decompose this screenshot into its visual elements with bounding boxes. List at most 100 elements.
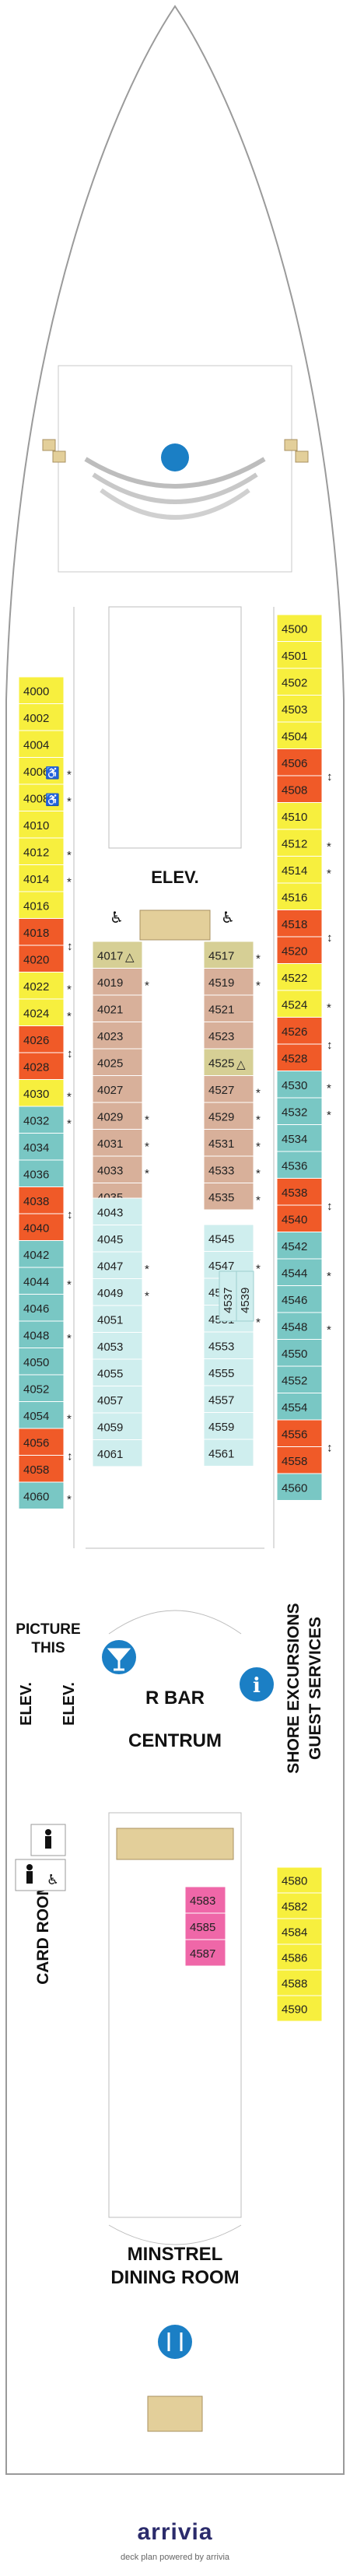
cabin-4506[interactable]: 4506 ↕: [276, 748, 333, 784]
cabin-4520[interactable]: 4520: [276, 936, 323, 964]
cabin-4031[interactable]: 4031 *: [92, 1129, 149, 1157]
cabin-4529[interactable]: 4529 *: [203, 1102, 261, 1130]
cabin-4044[interactable]: 4044 *: [18, 1267, 72, 1295]
cabin-4580[interactable]: 4580: [276, 1866, 323, 1894]
cabin-4029[interactable]: 4029 *: [92, 1102, 149, 1130]
cabin-4049[interactable]: 4049 *: [92, 1278, 149, 1306]
cabin-4546[interactable]: 4546: [276, 1285, 323, 1313]
cabin-4046[interactable]: 4046: [18, 1294, 65, 1322]
cabin-4521[interactable]: 4521: [203, 994, 254, 1022]
cabin-4538[interactable]: 4538 ↕: [276, 1178, 333, 1214]
cabin-4588[interactable]: 4588: [276, 1969, 323, 1996]
cabin-4017[interactable]: 4017 △: [92, 941, 143, 969]
cabin-4053[interactable]: 4053: [92, 1332, 143, 1360]
cabin-4025[interactable]: 4025: [92, 1048, 143, 1076]
cabin-4000[interactable]: 4000: [18, 676, 65, 704]
cabin-4045[interactable]: 4045: [92, 1225, 143, 1253]
cabin-4024[interactable]: 4024 *: [18, 998, 72, 1026]
cabin-4530[interactable]: 4530 *: [276, 1071, 331, 1099]
cabin-4587[interactable]: 4587: [184, 1939, 226, 1967]
cabin-4500[interactable]: 4500: [276, 614, 323, 642]
cabin-4586[interactable]: 4586: [276, 1943, 323, 1971]
cabin-4018[interactable]: 4018 ↕: [18, 918, 73, 954]
cabin-4519[interactable]: 4519 *: [203, 968, 261, 996]
cabin-4501[interactable]: 4501: [276, 641, 323, 669]
cabin-4584[interactable]: 4584: [276, 1918, 323, 1945]
cabin-4052[interactable]: 4052: [18, 1374, 65, 1402]
cabin-4517[interactable]: 4517 *: [203, 941, 261, 969]
cabin-4590[interactable]: 4590: [276, 1995, 323, 2022]
cabin-4523[interactable]: 4523: [203, 1022, 254, 1050]
cabin-4059[interactable]: 4059: [92, 1412, 143, 1440]
cabin-4559[interactable]: 4559: [203, 1412, 254, 1440]
cabin-4554[interactable]: 4554: [276, 1393, 323, 1421]
cabin-4542[interactable]: 4542: [276, 1232, 323, 1260]
cabin-4030[interactable]: 4030 *: [18, 1079, 72, 1107]
cabin-4033[interactable]: 4033 *: [92, 1155, 149, 1183]
cabin-4516[interactable]: 4516: [276, 882, 323, 910]
cabin-4048[interactable]: 4048 *: [18, 1320, 72, 1348]
cabin-4533[interactable]: 4533 *: [203, 1155, 261, 1183]
cabin-4582[interactable]: 4582: [276, 1892, 323, 1919]
cabin-4556[interactable]: 4556 ↕: [276, 1419, 333, 1455]
cabin-4545[interactable]: 4545: [203, 1224, 254, 1252]
cabin-4508[interactable]: 4508: [276, 775, 323, 803]
cabin-4518[interactable]: 4518 ↕: [276, 909, 333, 945]
cabin-4028[interactable]: 4028: [18, 1052, 65, 1080]
cabin-4006[interactable]: 4006 * ♿: [18, 757, 72, 785]
cabin-4004[interactable]: 4004: [18, 730, 65, 758]
cabin-4558[interactable]: 4558: [276, 1446, 323, 1474]
cabin-4027[interactable]: 4027: [92, 1075, 143, 1103]
cabin-4552[interactable]: 4552: [276, 1365, 323, 1393]
cabin-4060[interactable]: 4060 *: [18, 1481, 72, 1509]
cabin-4525[interactable]: 4525 △: [203, 1048, 254, 1076]
cabin-4524[interactable]: 4524 *: [276, 990, 331, 1018]
cabin-4539[interactable]: 4539: [236, 1270, 254, 1322]
cabin-4561[interactable]: 4561: [203, 1439, 254, 1467]
cabin-4510[interactable]: 4510: [276, 802, 323, 830]
cabin-4522[interactable]: 4522: [276, 963, 323, 991]
cabin-4502[interactable]: 4502: [276, 668, 323, 696]
cabin-4531[interactable]: 4531 *: [203, 1129, 261, 1157]
cabin-4042[interactable]: 4042: [18, 1240, 65, 1268]
cabin-4008[interactable]: 4008 * ♿: [18, 783, 72, 811]
cabin-4014[interactable]: 4014 *: [18, 864, 72, 892]
cabin-4054[interactable]: 4054 *: [18, 1401, 72, 1429]
cabin-4583[interactable]: 4583: [184, 1886, 226, 1914]
cabin-4051[interactable]: 4051: [92, 1305, 143, 1333]
cabin-4026[interactable]: 4026 ↕: [18, 1025, 73, 1061]
cabin-4527[interactable]: 4527 *: [203, 1075, 261, 1103]
cabin-4504[interactable]: 4504: [276, 721, 323, 749]
cabin-4557[interactable]: 4557: [203, 1385, 254, 1413]
cabin-4537[interactable]: 4537: [219, 1270, 237, 1322]
cabin-4032[interactable]: 4032 *: [18, 1106, 72, 1134]
cabin-4043[interactable]: 4043: [92, 1197, 143, 1225]
cabin-4057[interactable]: 4057: [92, 1386, 143, 1414]
cabin-4526[interactable]: 4526 ↕: [276, 1017, 333, 1053]
cabin-4534[interactable]: 4534: [276, 1124, 323, 1152]
cabin-4512[interactable]: 4512 *: [276, 829, 331, 857]
cabin-4061[interactable]: 4061: [92, 1439, 143, 1467]
cabin-4503[interactable]: 4503: [276, 695, 323, 723]
cabin-4016[interactable]: 4016: [18, 891, 65, 919]
cabin-4050[interactable]: 4050: [18, 1348, 65, 1376]
cabin-4022[interactable]: 4022 *: [18, 972, 72, 1000]
cabin-4002[interactable]: 4002: [18, 703, 65, 731]
cabin-4040[interactable]: 4040: [18, 1213, 65, 1241]
cabin-4535[interactable]: 4535 *: [203, 1183, 261, 1211]
cabin-4536[interactable]: 4536: [276, 1151, 323, 1179]
cabin-4012[interactable]: 4012 *: [18, 837, 72, 865]
cabin-4548[interactable]: 4548 *: [276, 1312, 331, 1340]
cabin-4528[interactable]: 4528: [276, 1043, 323, 1071]
cabin-4010[interactable]: 4010: [18, 811, 65, 839]
cabin-4023[interactable]: 4023: [92, 1022, 143, 1050]
cabin-4058[interactable]: 4058: [18, 1455, 65, 1483]
cabin-4020[interactable]: 4020: [18, 945, 65, 973]
cabin-4560[interactable]: 4560: [276, 1473, 323, 1501]
cabin-4055[interactable]: 4055: [92, 1358, 143, 1386]
cabin-4553[interactable]: 4553: [203, 1331, 254, 1359]
cabin-4514[interactable]: 4514 *: [276, 856, 331, 884]
cabin-4540[interactable]: 4540: [276, 1204, 323, 1232]
cabin-4021[interactable]: 4021: [92, 994, 143, 1022]
cabin-4585[interactable]: 4585: [184, 1912, 226, 1940]
